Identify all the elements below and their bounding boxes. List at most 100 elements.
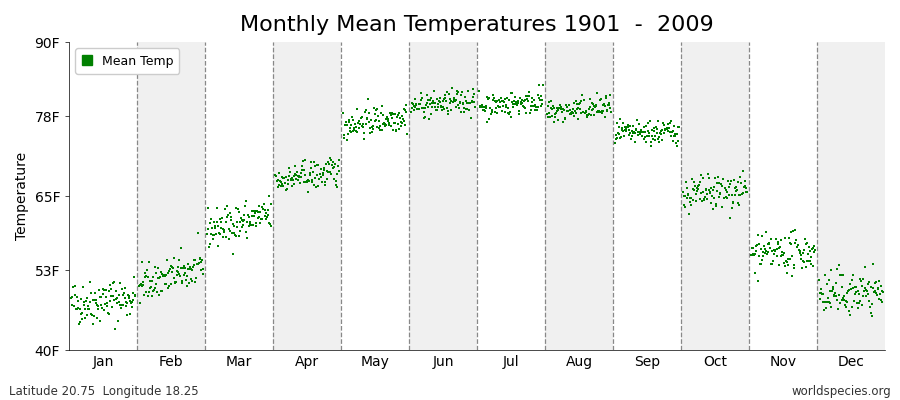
- Point: [434, 102, 448, 109]
- Point: [413, 90, 428, 96]
- Point: [666, 128, 680, 134]
- Point: [226, 250, 240, 257]
- Point: [508, 100, 522, 107]
- Point: [799, 263, 814, 270]
- Point: [644, 143, 659, 150]
- Point: [720, 195, 734, 201]
- Point: [754, 261, 769, 267]
- Point: [215, 215, 230, 222]
- Point: [680, 194, 695, 201]
- Point: [724, 204, 739, 211]
- Point: [603, 105, 617, 111]
- Point: [374, 102, 389, 109]
- Point: [249, 220, 264, 226]
- Point: [434, 104, 448, 110]
- Point: [112, 280, 127, 286]
- Point: [681, 190, 696, 197]
- Point: [109, 296, 123, 302]
- Point: [110, 300, 124, 306]
- Point: [183, 266, 197, 272]
- Point: [856, 276, 870, 282]
- Point: [534, 103, 548, 109]
- Point: [421, 97, 436, 103]
- Text: worldspecies.org: worldspecies.org: [791, 385, 891, 398]
- Point: [813, 296, 827, 302]
- Point: [776, 252, 790, 258]
- Point: [642, 130, 656, 136]
- Point: [436, 98, 450, 104]
- Point: [370, 106, 384, 112]
- Point: [432, 99, 446, 105]
- Point: [366, 126, 381, 132]
- Point: [200, 231, 214, 238]
- Point: [164, 262, 178, 269]
- Point: [801, 258, 815, 264]
- Point: [95, 291, 110, 297]
- Point: [466, 86, 481, 93]
- Point: [758, 246, 772, 253]
- Point: [348, 128, 363, 134]
- Point: [234, 217, 248, 223]
- Point: [482, 116, 497, 122]
- Point: [435, 107, 449, 113]
- Point: [411, 106, 426, 112]
- Point: [449, 88, 464, 94]
- Point: [690, 188, 705, 194]
- Point: [543, 113, 557, 120]
- Point: [545, 105, 560, 112]
- Point: [701, 171, 716, 177]
- Point: [460, 100, 474, 107]
- Point: [704, 184, 718, 191]
- Point: [814, 291, 829, 297]
- Point: [491, 103, 505, 110]
- Point: [522, 88, 536, 95]
- Point: [484, 107, 499, 114]
- Point: [444, 98, 458, 104]
- Point: [87, 296, 102, 303]
- Point: [513, 95, 527, 102]
- Point: [876, 288, 890, 295]
- Point: [293, 174, 308, 180]
- Point: [279, 174, 293, 181]
- Point: [555, 118, 570, 125]
- Point: [620, 124, 634, 130]
- Point: [711, 174, 725, 180]
- Point: [407, 103, 421, 109]
- Point: [270, 184, 284, 190]
- Point: [303, 170, 318, 176]
- Point: [828, 290, 842, 297]
- Point: [616, 120, 630, 126]
- Point: [665, 129, 680, 135]
- Point: [120, 300, 134, 306]
- Point: [303, 158, 318, 165]
- Point: [518, 105, 532, 112]
- Point: [243, 218, 257, 225]
- Point: [364, 130, 378, 136]
- Point: [384, 114, 399, 121]
- Point: [584, 100, 598, 106]
- Point: [426, 104, 440, 110]
- Point: [210, 205, 224, 211]
- Point: [519, 93, 534, 99]
- Point: [842, 281, 857, 287]
- Point: [206, 232, 220, 238]
- Point: [420, 103, 435, 110]
- Point: [622, 132, 636, 138]
- Point: [575, 108, 590, 115]
- Point: [651, 118, 665, 124]
- Point: [535, 101, 549, 108]
- Point: [292, 174, 306, 180]
- Point: [677, 202, 691, 208]
- Point: [805, 246, 819, 252]
- Point: [752, 261, 767, 267]
- Point: [354, 115, 368, 121]
- Point: [718, 186, 733, 193]
- Point: [805, 254, 819, 260]
- Point: [685, 176, 699, 182]
- Point: [569, 98, 583, 104]
- Point: [134, 259, 148, 265]
- Point: [379, 116, 393, 122]
- Point: [153, 274, 167, 280]
- Point: [609, 132, 624, 138]
- Point: [360, 114, 374, 121]
